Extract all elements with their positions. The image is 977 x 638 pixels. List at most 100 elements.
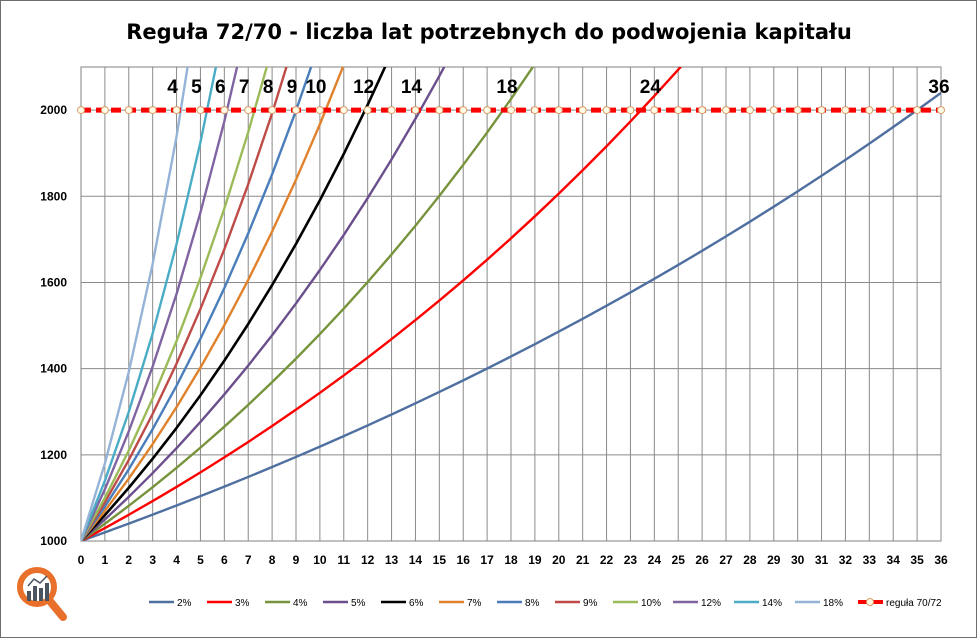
rule-marker: [650, 106, 659, 115]
x-tick-label: 33: [863, 553, 877, 567]
x-tick-label: 6: [221, 553, 228, 567]
series-line-6pct: [81, 67, 387, 541]
magnifier-chart-logo: [17, 567, 67, 621]
legend-label: 10%: [641, 598, 661, 609]
x-tick-label: 36: [934, 553, 948, 567]
x-tick-label: 5: [197, 553, 204, 567]
annotation-label: 24: [640, 77, 662, 98]
rule-marker: [315, 106, 324, 115]
rule-marker: [674, 106, 683, 115]
series-line-9pct: [81, 67, 288, 541]
x-tick-label: 9: [293, 553, 300, 567]
logo-handle: [45, 596, 67, 621]
rule-marker: [483, 106, 492, 115]
legend-label: 12%: [701, 598, 721, 609]
rule-marker: [172, 106, 181, 115]
legend-label: 7%: [467, 598, 482, 609]
rule-marker: [793, 106, 802, 115]
logo-trend-line: [27, 575, 48, 587]
rule-marker: [722, 106, 730, 115]
series-line-14pct: [81, 67, 218, 541]
x-tick-label: 17: [480, 553, 494, 567]
rule-marker: [124, 106, 133, 115]
legend-label: 14%: [762, 598, 782, 609]
rule-marker: [507, 106, 515, 115]
rule-marker: [100, 106, 109, 115]
x-tick-label: 3: [149, 553, 156, 567]
rule-marker: [411, 106, 420, 115]
annotation-label: 4: [167, 77, 178, 98]
series-line-5pct: [81, 67, 446, 541]
x-tick-label: 8: [269, 553, 276, 567]
rule-marker: [339, 106, 348, 115]
rule-marker: [77, 106, 85, 115]
rule-marker: [554, 106, 563, 115]
x-tick-label: 10: [313, 553, 327, 567]
y-tick-label: 1200: [40, 448, 67, 462]
x-tick-label: 28: [743, 553, 757, 567]
rule-marker: [363, 106, 372, 115]
x-tick-label: 34: [887, 553, 901, 567]
x-tick-label: 13: [385, 553, 399, 567]
rule-marker: [865, 106, 874, 115]
y-tick-label: 1600: [40, 275, 67, 289]
rule-marker: [220, 106, 229, 115]
x-tick-label: 19: [528, 553, 542, 567]
x-tick-label: 23: [624, 553, 638, 567]
x-tick-label: 32: [839, 553, 853, 567]
rule-marker: [435, 106, 444, 115]
legend-label: 2%: [177, 598, 192, 609]
annotation-label: 10: [305, 77, 326, 98]
logo-bar-1: [27, 591, 31, 601]
series-line-4pct: [81, 67, 535, 541]
rule-marker: [745, 106, 754, 115]
legend-label: 6%: [409, 598, 424, 609]
x-tick-label: 18: [504, 553, 518, 567]
logo-bar-2: [33, 586, 37, 601]
legend-label: 9%: [583, 598, 598, 609]
legend: 2% 3% 4% 5% 6% 7% 8% 9% 10% 12% 14% 18% reguła 70/72: [149, 598, 942, 609]
annotation-label: 36: [928, 77, 949, 98]
series-line-10pct: [81, 67, 269, 541]
series-line-12pct: [81, 67, 239, 541]
rule-marker: [196, 106, 205, 115]
logo-bar-3: [39, 588, 43, 601]
series-line-8pct: [81, 67, 313, 541]
rule-marker: [602, 106, 611, 115]
series-line-3pct: [81, 67, 683, 541]
series-line-7pct: [81, 67, 345, 541]
x-tick-label: 14: [409, 553, 423, 567]
annotation-label: 18: [496, 77, 517, 98]
rule-marker: [698, 106, 707, 115]
x-tick-label: 35: [910, 553, 924, 567]
x-tick-label: 4: [173, 553, 180, 567]
rule-marker: [937, 106, 945, 115]
legend-label: 5%: [351, 598, 366, 609]
rule-marker: [817, 106, 826, 115]
y-axis-ticks: 1000 1200 1400 1600 1800 2000: [40, 103, 67, 548]
rule-marker: [292, 106, 300, 115]
x-tick-label: 7: [245, 553, 252, 567]
annotation-label: 8: [263, 77, 274, 98]
legend-label: 8%: [525, 598, 540, 609]
x-tick-label: 25: [672, 553, 686, 567]
series-lines: [81, 67, 941, 541]
x-tick-label: 12: [361, 553, 375, 567]
legend-label-rule: reguła 70/72: [886, 598, 942, 609]
rule-marker: [626, 106, 635, 115]
x-tick-label: 24: [648, 553, 662, 567]
x-tick-label: 30: [791, 553, 805, 567]
x-tick-label: 31: [815, 553, 829, 567]
logo-bar-4: [45, 583, 49, 601]
legend-label: 18%: [823, 598, 843, 609]
x-tick-label: 21: [576, 553, 590, 567]
chart-title: Reguła 72/70 - liczba lat potrzebnych do…: [126, 20, 852, 44]
legend-label: 3%: [235, 598, 250, 609]
x-tick-label: 1: [102, 553, 109, 567]
y-tick-label: 1000: [40, 534, 67, 548]
rule-marker: [387, 106, 396, 115]
rule-marker: [148, 106, 157, 115]
rule-marker: [913, 106, 922, 115]
x-tick-label: 22: [600, 553, 614, 567]
